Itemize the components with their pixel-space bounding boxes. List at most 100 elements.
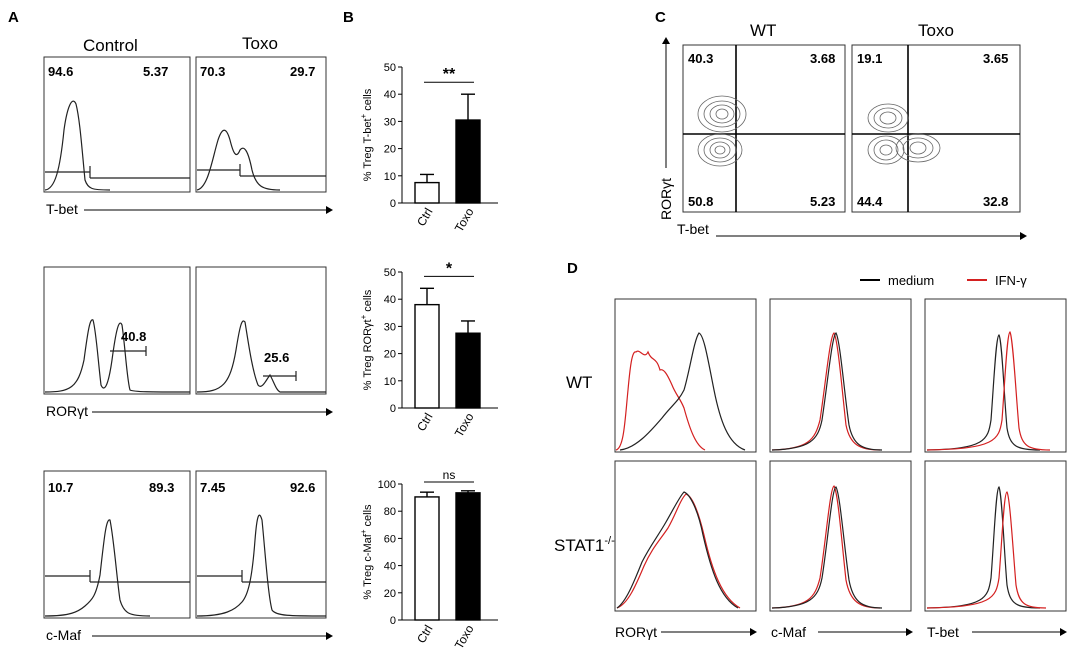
panel-d-row-stat1: STAT1-/- bbox=[554, 535, 615, 555]
d-stat1-tbet-medium bbox=[926, 486, 1041, 609]
y-tick-label: 50 bbox=[384, 267, 396, 279]
d-wt-cmaf-ifng bbox=[771, 332, 881, 451]
rorgt-toxo-histogram bbox=[196, 320, 326, 393]
bar-ctrl bbox=[414, 303, 440, 409]
hist-cmaf-toxo-frame bbox=[195, 470, 327, 619]
bar-chart-3-y-label: % Treg c-Maf+ cells bbox=[359, 504, 374, 600]
contour-wt-ll: 50.8 bbox=[688, 194, 713, 209]
d-wt-rorgt-medium bbox=[619, 332, 746, 451]
panel-c-x-arrowhead bbox=[1020, 232, 1027, 240]
y-label-tail: cells bbox=[362, 289, 374, 315]
bar-chart-3: 0 20 40 60 80 100 % Treg c-Maf+ cells Ctrl Toxo n… bbox=[359, 468, 498, 651]
category-label-ctrl: Ctrl bbox=[414, 411, 435, 434]
cmaf-control-histogram bbox=[44, 519, 151, 617]
panel-a-col-control: Control bbox=[83, 36, 138, 55]
d-stat1-cmaf-ifng bbox=[771, 485, 881, 609]
tbet-axis-arrowhead bbox=[326, 206, 333, 214]
legend-ifng-label: IFN-γ bbox=[995, 273, 1027, 288]
category-label-ctrl: Ctrl bbox=[414, 623, 435, 646]
panel-c-col-toxo: Toxo bbox=[918, 21, 954, 40]
category-label-toxo: Toxo bbox=[452, 622, 477, 651]
contour-toxo-frame bbox=[851, 44, 1021, 213]
y-tick-label: 0 bbox=[390, 198, 396, 210]
panel-a-row-rorgt: 40.8 25.6 RORγt bbox=[43, 266, 333, 419]
panel-d-row-stat1-main: STAT1 bbox=[554, 536, 604, 555]
y-tick-label: 20 bbox=[384, 144, 396, 156]
panel-d-histograms bbox=[615, 331, 1051, 609]
contour-toxo-ur: 3.65 bbox=[983, 51, 1008, 66]
d-stat1-tbet-ifng bbox=[926, 491, 1047, 609]
d-wt-cmaf-frame bbox=[769, 298, 912, 453]
category-label-toxo: Toxo bbox=[452, 410, 477, 439]
d-stat1-rorgt-medium bbox=[616, 491, 739, 609]
panel-d-frames bbox=[614, 298, 1067, 612]
panel-a-letter: A bbox=[8, 9, 19, 26]
panel-c-wt-plot: 40.3 3.68 50.8 5.23 bbox=[682, 44, 846, 213]
d-wt-tbet-medium bbox=[926, 334, 1041, 451]
rorgt-axis-label: RORγt bbox=[46, 403, 88, 419]
tbet-control-gate bbox=[45, 166, 190, 179]
contour-toxo-lr: 32.8 bbox=[983, 194, 1008, 209]
bar-ctrl bbox=[414, 496, 440, 621]
y-tick-label: 20 bbox=[384, 588, 396, 600]
hist-tbet-control-frame bbox=[43, 56, 191, 193]
y-tick-label: 40 bbox=[384, 561, 396, 573]
tbet-control-right-pct: 5.37 bbox=[143, 64, 168, 79]
contour-wt-ur: 3.68 bbox=[810, 51, 835, 66]
tbet-control-histogram bbox=[44, 100, 111, 191]
hist-rorgt-toxo-frame bbox=[195, 266, 327, 395]
y-tick-label: 10 bbox=[384, 171, 396, 183]
tbet-toxo-left-pct: 70.3 bbox=[200, 64, 225, 79]
y-tick-label: 40 bbox=[384, 89, 396, 101]
y-tick-label: 50 bbox=[384, 62, 396, 74]
cmaf-control-right-pct: 89.3 bbox=[149, 480, 174, 495]
bar-chart-2-y-label: % Treg RORγt+ cells bbox=[359, 289, 374, 390]
panel-c-col-wt: WT bbox=[750, 21, 776, 40]
panel-d-x-arrowhead-tbet bbox=[1060, 628, 1067, 636]
y-label-tail: cells bbox=[362, 504, 374, 530]
panel-d-row-wt: WT bbox=[566, 373, 592, 392]
contour-wt-lr: 5.23 bbox=[810, 194, 835, 209]
significance-label: ** bbox=[443, 66, 456, 83]
y-label-main: % Treg c-Maf bbox=[362, 533, 374, 599]
panel-a-col-toxo: Toxo bbox=[242, 34, 278, 53]
y-tick-label: 100 bbox=[378, 479, 396, 491]
d-stat1-rorgt-ifng bbox=[616, 493, 741, 609]
d-stat1-cmaf-medium bbox=[771, 486, 883, 609]
y-label-main: % Treg T-bet bbox=[362, 118, 374, 181]
panel-c-letter: C bbox=[655, 9, 666, 26]
legend-medium-label: medium bbox=[888, 273, 934, 288]
y-label-main: % Treg RORγt bbox=[362, 319, 374, 390]
d-stat1-cmaf-frame bbox=[769, 460, 912, 612]
d-wt-rorgt-frame bbox=[614, 298, 757, 453]
cmaf-toxo-left-pct: 7.45 bbox=[200, 480, 225, 495]
category-label-ctrl: Ctrl bbox=[414, 206, 435, 229]
d-wt-rorgt-ifng bbox=[615, 350, 706, 451]
contour-wt-populations bbox=[697, 95, 747, 167]
panel-c-y-label: RORγt bbox=[658, 178, 674, 220]
bar-chart-2: 0 10 20 30 40 50 % Treg RORγt+ cells Ctrl Toxo * bbox=[359, 260, 498, 439]
contour-toxo-ll: 44.4 bbox=[857, 194, 883, 209]
y-label-sup: + bbox=[359, 529, 368, 534]
rorgt-control-gate bbox=[110, 346, 147, 356]
y-tick-label: 60 bbox=[384, 533, 396, 545]
panel-d-row-stat1-sup: -/- bbox=[604, 535, 615, 547]
contour-wt-frame bbox=[682, 44, 846, 213]
cmaf-control-left-pct: 10.7 bbox=[48, 480, 73, 495]
cmaf-axis-label: c-Maf bbox=[46, 627, 81, 643]
panel-d-x-label-tbet: T-bet bbox=[927, 624, 959, 640]
significance-label: ns bbox=[443, 468, 456, 482]
d-stat1-tbet-frame bbox=[924, 460, 1067, 612]
panel-c-toxo-plot: 19.1 3.65 44.4 32.8 bbox=[851, 44, 1021, 213]
bar-chart-1-y-label: % Treg T-bet+ cells bbox=[359, 88, 374, 181]
rorgt-axis-arrowhead bbox=[326, 408, 333, 416]
panel-b-letter: B bbox=[343, 9, 354, 26]
tbet-toxo-gate bbox=[197, 164, 326, 177]
panel-a-row-tbet: 94.6 5.37 70.3 29.7 T-bet bbox=[43, 56, 333, 217]
rorgt-toxo-gate-pct: 25.6 bbox=[264, 350, 289, 365]
rorgt-control-histogram bbox=[44, 319, 191, 393]
y-tick-label: 30 bbox=[384, 321, 396, 333]
y-label-tail: cells bbox=[362, 88, 374, 114]
